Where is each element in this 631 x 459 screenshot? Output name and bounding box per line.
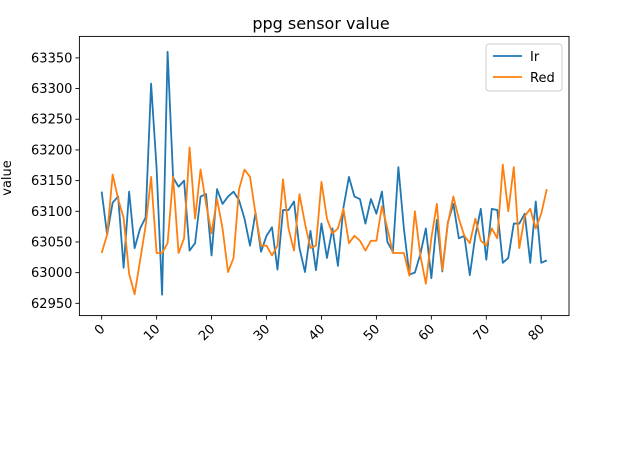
y-tick-label: 62950 xyxy=(31,297,72,312)
x-tick-label: 80 xyxy=(526,322,548,344)
legend: Ir Red xyxy=(485,43,563,92)
chart-title: ppg sensor value xyxy=(252,14,389,33)
plot-frame xyxy=(78,35,570,317)
x-tick-label: 50 xyxy=(361,322,383,344)
y-tick-label: 63300 xyxy=(31,82,72,97)
x-tick-label: 30 xyxy=(251,322,273,344)
legend-label-red: Red xyxy=(530,71,555,86)
y-axis-label: value xyxy=(0,160,15,196)
x-tick-label: 0 xyxy=(92,322,108,338)
x-tick-label: 70 xyxy=(471,322,493,344)
y-tick-label: 63150 xyxy=(31,174,72,189)
x-axis: 0 10 20 30 40 50 60 70 80 xyxy=(92,315,548,344)
x-tick-label: 10 xyxy=(141,322,163,344)
y-tick-label: 63250 xyxy=(31,113,72,128)
y-tick-label: 63000 xyxy=(31,266,72,281)
legend-label-ir: Ir xyxy=(530,50,540,65)
y-axis: 62950 63000 63050 63100 63150 63200 63250 63300… xyxy=(31,51,80,312)
series-layer xyxy=(100,50,548,296)
y-tick-label: 63200 xyxy=(31,143,72,158)
series-line-ir xyxy=(100,50,548,296)
x-tick-label: 60 xyxy=(416,322,438,344)
y-tick-label: 63050 xyxy=(31,235,72,250)
x-tick-label: 40 xyxy=(306,322,328,344)
y-tick-label: 63350 xyxy=(31,51,72,66)
x-tick-label: 20 xyxy=(196,322,218,344)
series-line-red xyxy=(100,146,548,296)
y-tick-label: 63100 xyxy=(31,205,72,220)
